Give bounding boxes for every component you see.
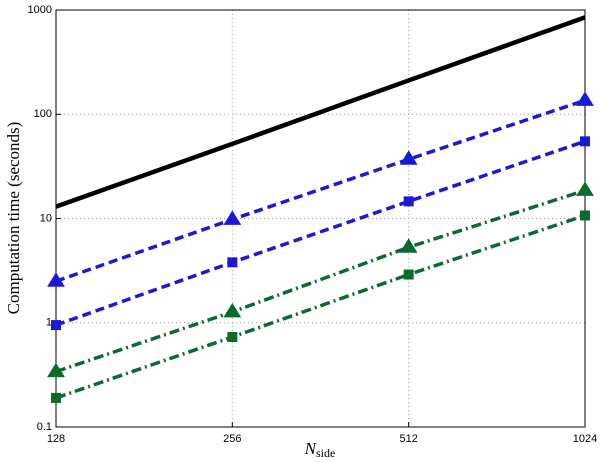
marker-triangle xyxy=(223,302,242,318)
marker-triangle xyxy=(399,150,418,165)
marker-square xyxy=(227,257,238,268)
x-axis-label: Nside xyxy=(304,439,336,460)
y-tick-label: 10 xyxy=(40,212,52,224)
marker-triangle xyxy=(576,91,594,106)
y-tick-label: 0.1 xyxy=(37,421,52,433)
marker-triangle xyxy=(576,181,594,196)
marker-triangle xyxy=(47,272,65,287)
series-line xyxy=(55,98,586,283)
marker-square xyxy=(403,196,414,207)
y-axis-label: Computation time (seconds) xyxy=(4,122,23,315)
marker-square xyxy=(580,210,590,221)
y-tick-label: 1000 xyxy=(28,4,52,16)
series-line xyxy=(55,15,586,209)
x-tick-label: 256 xyxy=(223,433,241,445)
series-line xyxy=(55,139,586,327)
marker-square xyxy=(403,269,414,280)
series-line xyxy=(55,188,586,374)
marker-square xyxy=(227,331,238,342)
x-label-main: N xyxy=(304,439,318,458)
marker-square xyxy=(51,392,61,403)
x-tick-label: 1024 xyxy=(573,433,597,445)
marker-triangle xyxy=(223,210,242,225)
marker-triangle xyxy=(47,362,65,378)
marker-square xyxy=(580,136,590,147)
marker-triangle xyxy=(399,238,418,253)
marker-square xyxy=(51,320,61,331)
x-tick-label: 128 xyxy=(47,433,65,445)
x-label-sub: side xyxy=(316,446,335,460)
series-line xyxy=(55,213,586,400)
x-tick-label: 512 xyxy=(399,433,417,445)
y-tick-label: 1 xyxy=(46,317,52,329)
y-tick-label: 100 xyxy=(34,108,52,120)
